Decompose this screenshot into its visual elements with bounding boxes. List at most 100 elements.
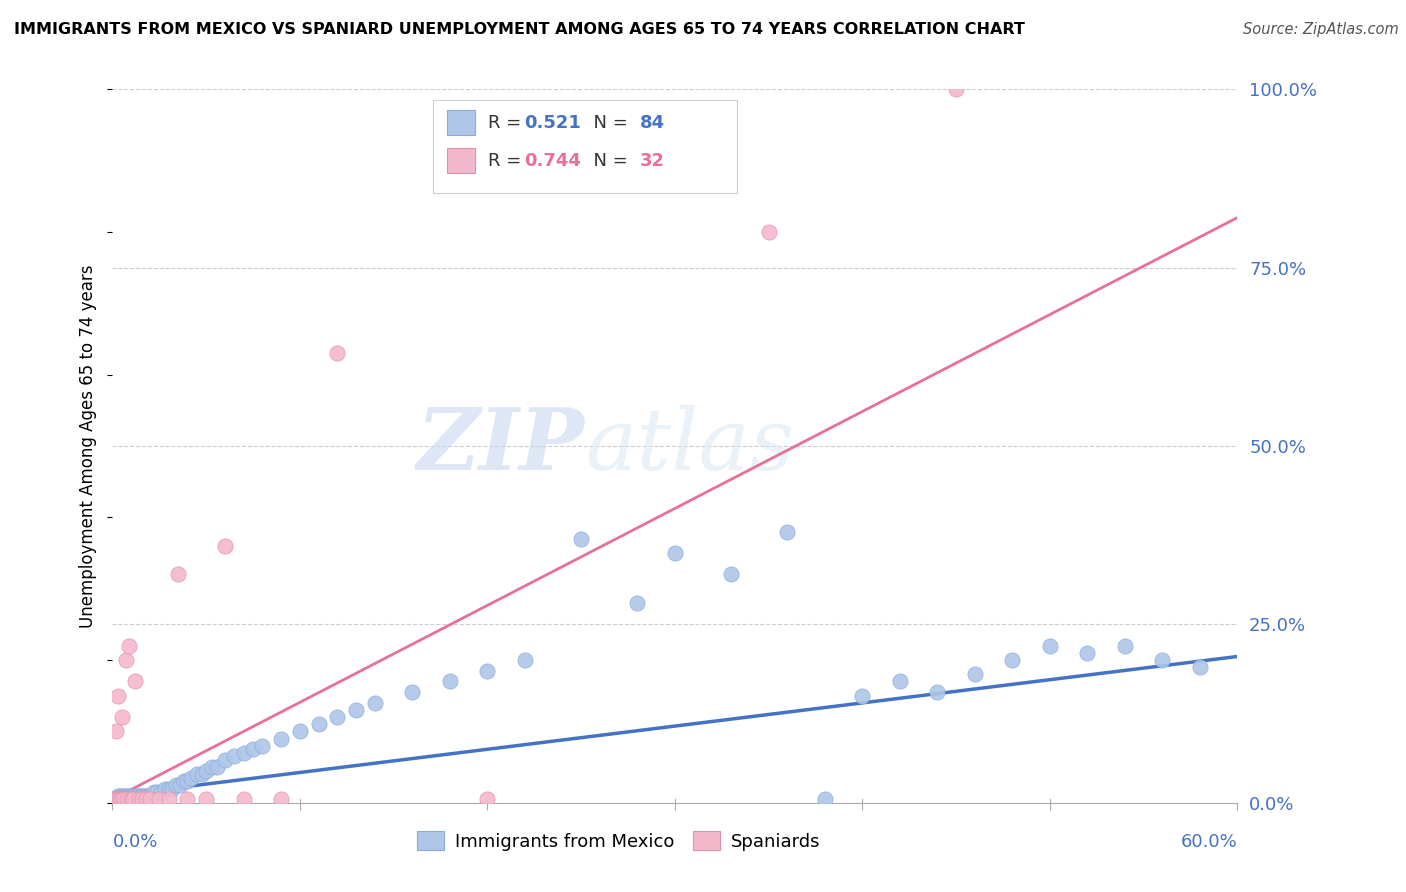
- Point: [439, 674, 461, 689]
- Point: [129, 789, 152, 803]
- FancyBboxPatch shape: [447, 111, 475, 136]
- Text: IMMIGRANTS FROM MEXICO VS SPANIARD UNEMPLOYMENT AMONG AGES 65 TO 74 YEARS CORREL: IMMIGRANTS FROM MEXICO VS SPANIARD UNEMP…: [14, 22, 1025, 37]
- Point: [107, 689, 129, 703]
- Point: [108, 792, 131, 806]
- Point: [114, 653, 136, 667]
- Point: [142, 785, 165, 799]
- Point: [114, 792, 136, 806]
- Point: [112, 792, 135, 806]
- Point: [134, 789, 156, 803]
- Text: N =: N =: [582, 152, 633, 169]
- Point: [344, 703, 367, 717]
- Point: [150, 785, 173, 799]
- Point: [176, 774, 198, 789]
- Text: 0.744: 0.744: [524, 152, 581, 169]
- Point: [139, 792, 162, 806]
- Point: [162, 781, 184, 796]
- Point: [120, 789, 142, 803]
- Point: [201, 760, 224, 774]
- Point: [207, 760, 229, 774]
- Point: [107, 792, 129, 806]
- Point: [114, 792, 136, 806]
- Point: [176, 792, 198, 806]
- Point: [477, 792, 499, 806]
- Point: [945, 82, 967, 96]
- Point: [477, 664, 499, 678]
- Point: [569, 532, 592, 546]
- Point: [1076, 646, 1098, 660]
- Point: [270, 792, 292, 806]
- Point: [112, 792, 135, 806]
- Point: [117, 792, 139, 806]
- FancyBboxPatch shape: [433, 100, 737, 193]
- Point: [252, 739, 274, 753]
- Text: 60.0%: 60.0%: [1181, 833, 1237, 851]
- Text: 0.521: 0.521: [524, 114, 581, 132]
- Point: [889, 674, 911, 689]
- Point: [165, 778, 187, 792]
- Point: [118, 792, 141, 806]
- Point: [167, 567, 190, 582]
- Point: [105, 792, 128, 806]
- Point: [125, 789, 148, 803]
- Point: [108, 789, 131, 803]
- Text: N =: N =: [582, 114, 633, 132]
- Point: [153, 781, 176, 796]
- Point: [326, 710, 349, 724]
- Point: [135, 792, 157, 806]
- Point: [626, 596, 648, 610]
- Point: [232, 746, 254, 760]
- Point: [107, 792, 129, 806]
- Point: [120, 792, 142, 806]
- Point: [107, 789, 129, 803]
- Point: [232, 792, 254, 806]
- Point: [720, 567, 742, 582]
- Point: [224, 749, 246, 764]
- Text: R =: R =: [488, 152, 527, 169]
- Point: [242, 742, 264, 756]
- Point: [107, 792, 129, 806]
- Point: [131, 789, 153, 803]
- Point: [112, 792, 135, 806]
- Point: [180, 771, 202, 785]
- Point: [111, 792, 134, 806]
- Point: [927, 685, 949, 699]
- Point: [776, 524, 799, 539]
- Point: [117, 792, 139, 806]
- Point: [1039, 639, 1062, 653]
- Point: [105, 792, 128, 806]
- Point: [173, 774, 195, 789]
- Point: [1188, 660, 1211, 674]
- Point: [214, 753, 236, 767]
- Point: [169, 778, 191, 792]
- Point: [758, 225, 780, 239]
- Point: [139, 789, 162, 803]
- Point: [195, 792, 218, 806]
- Point: [157, 781, 180, 796]
- Point: [157, 792, 180, 806]
- Point: [103, 792, 125, 806]
- Point: [1114, 639, 1136, 653]
- Point: [108, 792, 131, 806]
- Point: [513, 653, 536, 667]
- Point: [103, 792, 125, 806]
- Point: [118, 639, 141, 653]
- Y-axis label: Unemployment Among Ages 65 to 74 years: Unemployment Among Ages 65 to 74 years: [79, 264, 97, 628]
- Point: [270, 731, 292, 746]
- FancyBboxPatch shape: [447, 148, 475, 173]
- Point: [114, 789, 136, 803]
- Point: [124, 674, 146, 689]
- Point: [105, 792, 128, 806]
- Point: [364, 696, 387, 710]
- Point: [108, 792, 131, 806]
- Point: [118, 789, 141, 803]
- Point: [288, 724, 311, 739]
- Point: [122, 789, 145, 803]
- Point: [117, 789, 139, 803]
- Point: [664, 546, 686, 560]
- Point: [131, 792, 153, 806]
- Point: [128, 789, 150, 803]
- Text: R =: R =: [488, 114, 527, 132]
- Point: [195, 764, 218, 778]
- Point: [111, 792, 134, 806]
